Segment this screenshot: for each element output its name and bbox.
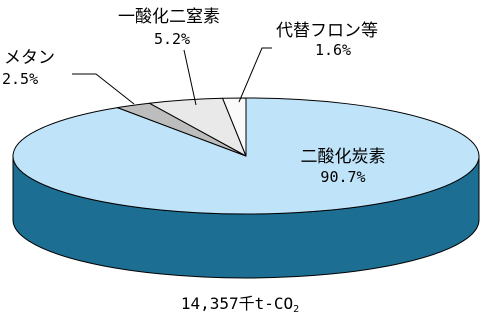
label-fgas-name: 代替フロン等 [276,21,378,41]
leader-line-1 [72,73,135,105]
total-label: 14,357千t-CO2 [181,294,299,315]
label-n2o-value: 5.2% [154,30,190,48]
pie-top-layer [12,97,480,215]
leader-line-2 [183,49,197,106]
label-co2-name: 二酸化炭素 [301,147,386,167]
label-fgas-value: 1.6% [315,41,351,59]
pie-slice-3 [222,97,247,157]
label-co2-value: 90.7% [320,168,365,186]
label-layer: 二酸化炭素 90.7% メタン 2.5% 一酸化二窒素 5.2% 代替フロン等 … [2,7,386,315]
leader-line-3 [238,47,272,103]
label-methane-value: 2.5% [2,70,38,88]
leader-lines [72,47,272,106]
label-methane-name: メタン [4,48,55,68]
label-n2o-name: 一酸化二窒素 [118,7,220,27]
